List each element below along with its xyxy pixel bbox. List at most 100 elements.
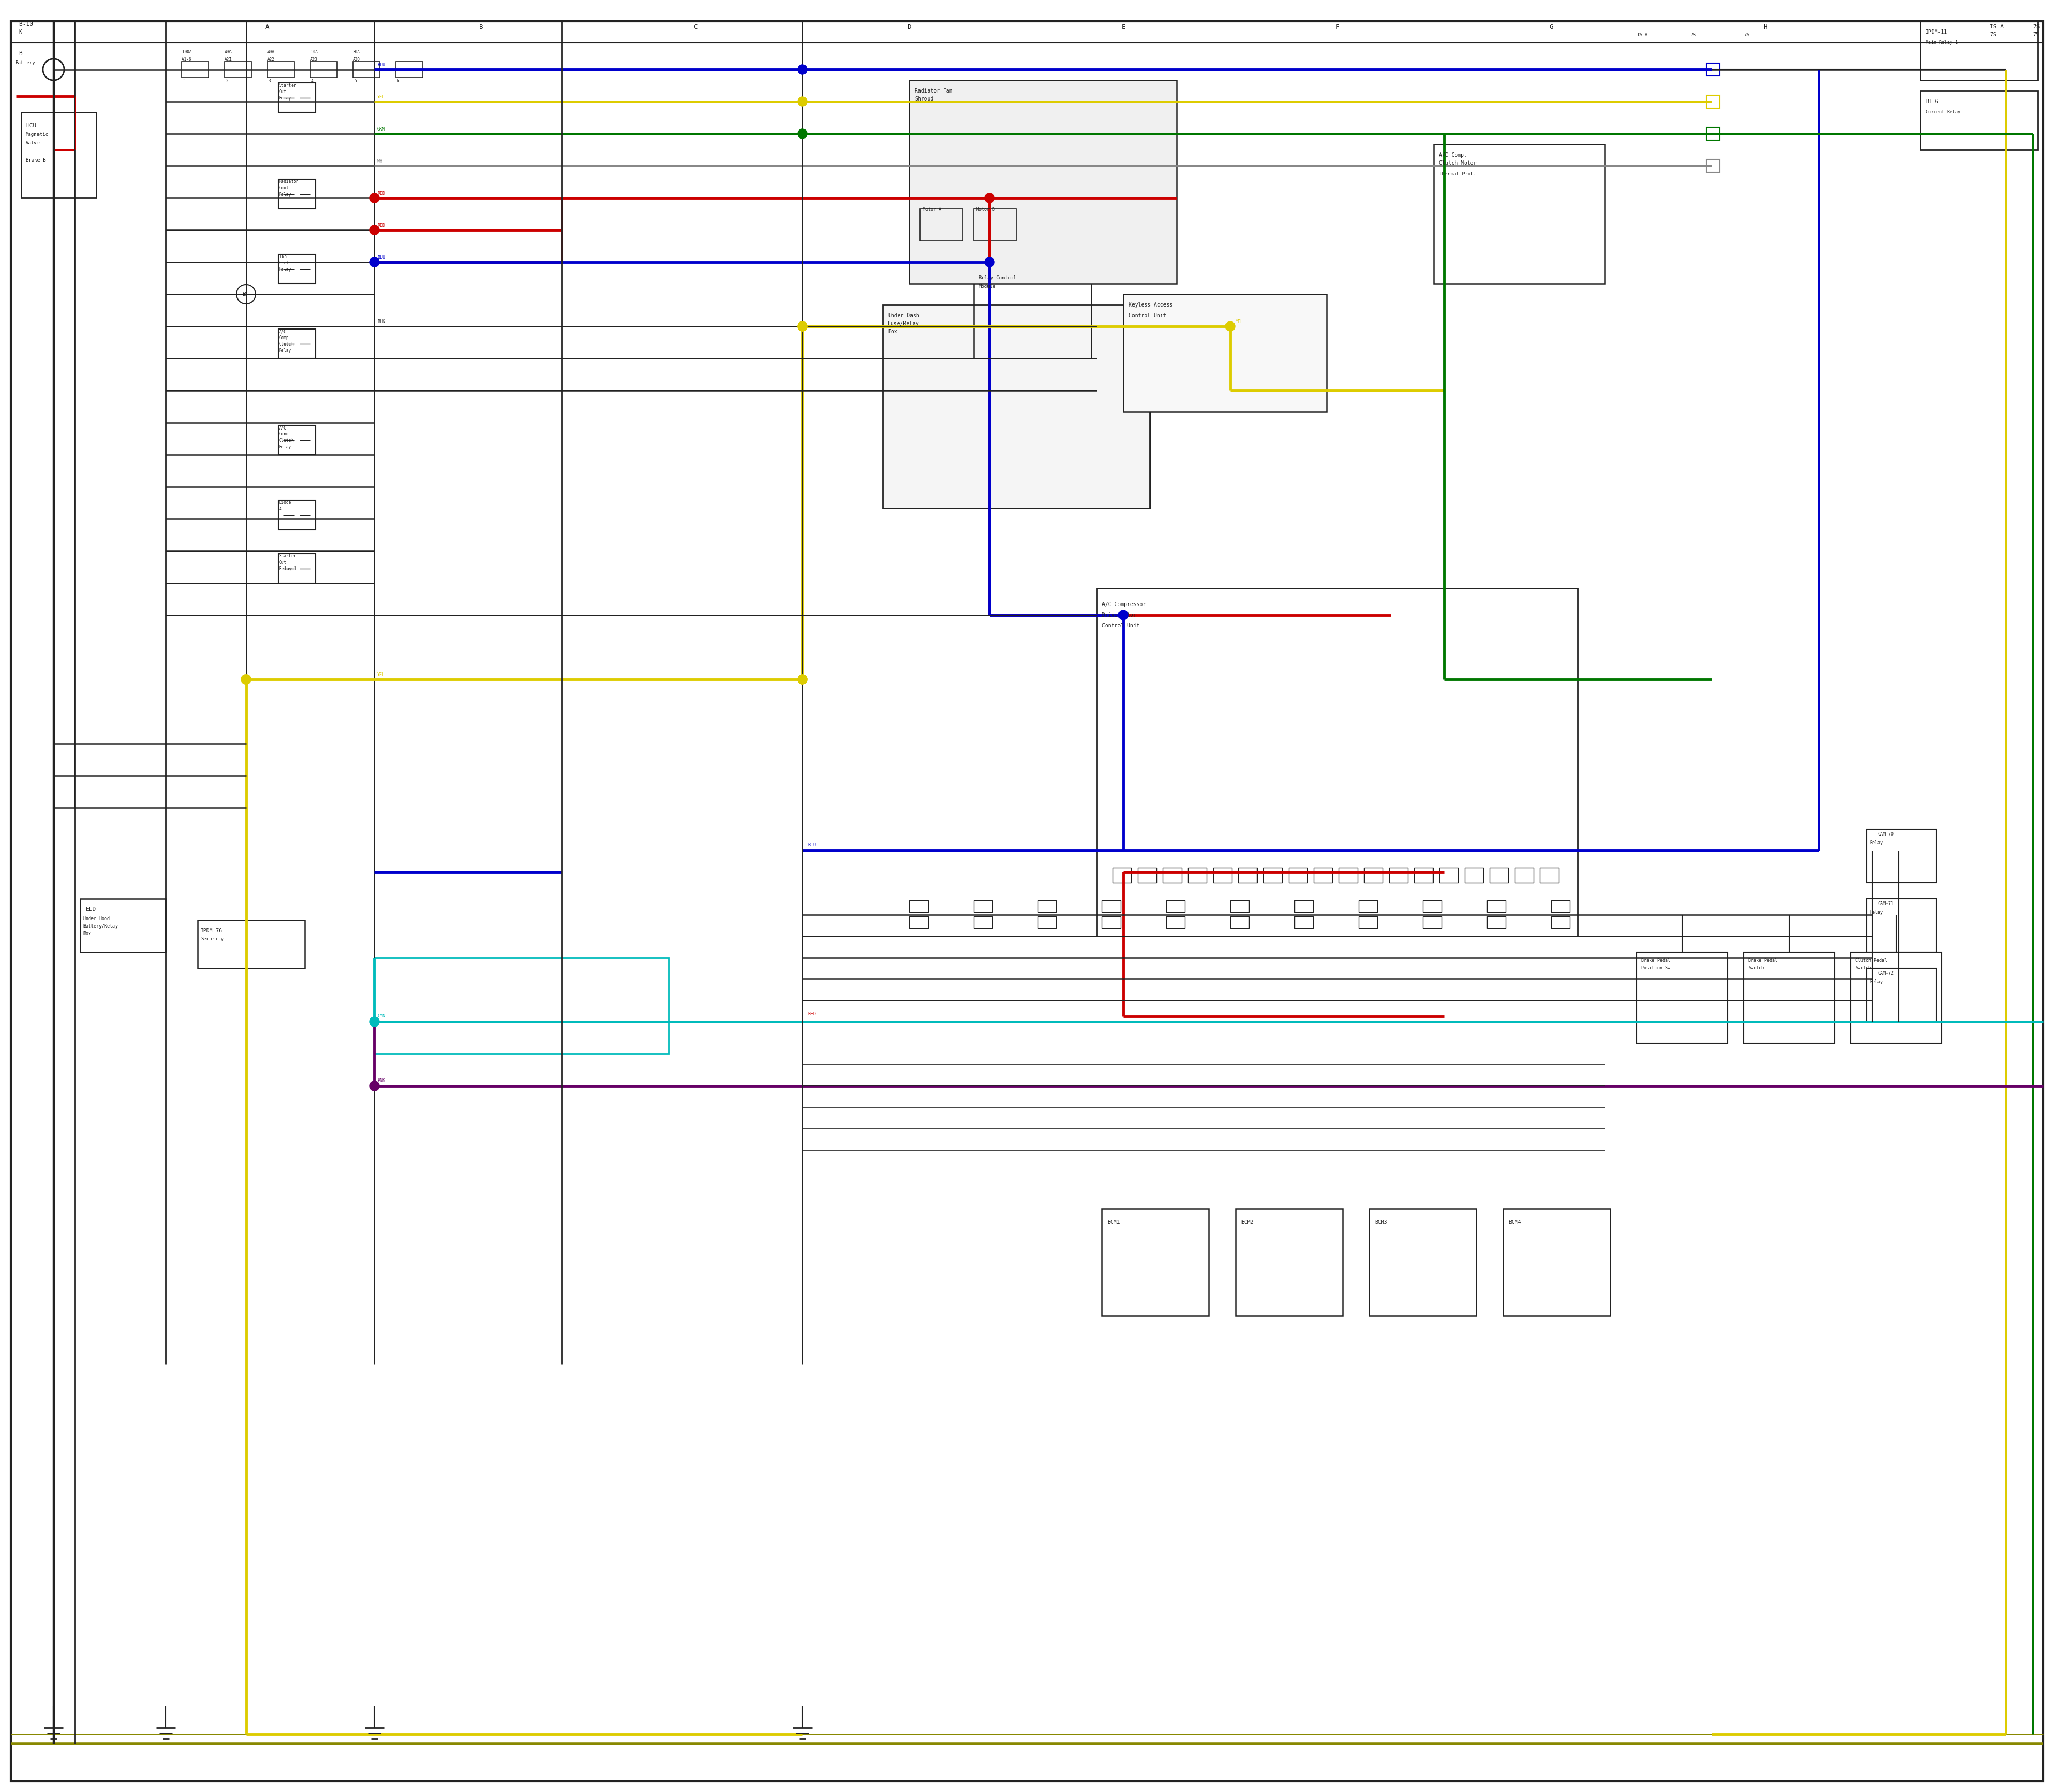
Bar [1423,916,1442,928]
Text: 3: 3 [269,79,271,84]
Text: Diode: Diode [279,500,292,505]
Text: Security: Security [201,937,224,941]
Text: Thermal Prot.: Thermal Prot. [1440,172,1477,176]
Bar [1239,867,1257,883]
Circle shape [797,97,807,106]
Circle shape [797,65,807,73]
Text: Brake Pedal: Brake Pedal [1641,957,1670,962]
Text: BCM2: BCM2 [1241,1220,1253,1226]
Bar [1487,916,1506,928]
Bar [1551,900,1569,912]
Text: B: B [479,23,483,30]
Text: 4: 4 [279,507,281,513]
Text: Keyless Access: Keyless Access [1128,303,1173,308]
Text: Relay: Relay [279,267,292,272]
Text: Cut: Cut [279,561,288,564]
Text: ELD: ELD [86,907,97,912]
Circle shape [240,674,251,685]
Bar [1867,898,1937,952]
Bar [1370,1210,1477,1315]
Bar [910,81,1177,283]
Bar [1037,916,1056,928]
Text: D: D [908,23,912,30]
Text: Position Sw.: Position Sw. [1641,966,1674,971]
Bar [1124,294,1327,412]
Circle shape [370,226,380,235]
Bar [277,82,316,113]
Text: 2: 2 [226,79,228,84]
Bar [974,916,992,928]
Text: A22: A22 [267,57,275,63]
Circle shape [797,129,807,138]
Bar [1097,588,1577,935]
Bar [277,554,316,582]
Bar [974,267,1091,358]
Bar [1101,900,1121,912]
Bar [1707,159,1719,172]
Bar [1744,952,1834,1043]
Text: CAM-70: CAM-70 [1877,831,1894,837]
Bar [1315,867,1333,883]
Text: 7S: 7S [2033,23,2040,29]
Text: 7S: 7S [1744,32,1750,38]
Bar [1707,127,1719,140]
Bar [1358,916,1378,928]
Bar [1294,900,1313,912]
Text: E: E [1121,23,1126,30]
Bar [1037,900,1056,912]
Text: Control Unit: Control Unit [1128,314,1167,319]
Text: Ctrl: Ctrl [279,262,290,265]
Text: Fan: Fan [279,254,288,260]
Text: C: C [694,23,698,30]
Text: 4: 4 [312,79,314,84]
Text: WHT: WHT [378,159,386,163]
Bar [1867,968,1937,1021]
Text: B: B [242,292,244,297]
Text: Valve: Valve [25,142,39,145]
Bar [1423,900,1442,912]
Text: A23: A23 [310,57,318,63]
Text: GRN: GRN [378,127,386,133]
Text: BLU: BLU [378,256,386,260]
Text: Clutch Motor: Clutch Motor [1440,161,1477,167]
Bar [1163,867,1181,883]
Text: IPDM-76: IPDM-76 [201,928,222,934]
Text: RED: RED [378,224,386,228]
Bar [1187,867,1208,883]
Text: Clutch Pedal: Clutch Pedal [1855,957,1888,962]
Text: Radiator Fan: Radiator Fan [914,88,953,93]
Text: BCM3: BCM3 [1374,1220,1386,1226]
Text: 40A: 40A [224,50,232,56]
Bar [883,305,1150,509]
Text: K: K [18,29,23,34]
Bar [277,254,316,283]
Bar [1440,867,1458,883]
Bar [974,208,1017,240]
Text: 6: 6 [396,79,398,84]
Text: Relay: Relay [279,192,292,197]
Text: HCU: HCU [25,124,37,129]
Text: 5: 5 [353,79,357,84]
Text: Relay: Relay [1869,910,1884,914]
Bar [974,900,992,912]
Text: 1: 1 [183,79,185,84]
Text: Relay Control: Relay Control [980,276,1017,281]
Circle shape [797,674,807,685]
Text: Comp: Comp [279,335,290,340]
Text: B-10: B-10 [18,22,33,27]
Text: F: F [1335,23,1339,30]
Text: 10A: 10A [310,50,318,56]
Text: Relay: Relay [1869,840,1884,844]
Circle shape [984,258,994,267]
Text: 75: 75 [2033,32,2040,38]
Text: RED: RED [807,1011,815,1016]
Text: Cut: Cut [279,90,288,95]
Circle shape [797,321,807,332]
Text: IPDM-11: IPDM-11 [1927,29,1947,34]
Bar [183,61,210,77]
Bar [1167,900,1185,912]
Bar [21,113,97,197]
Circle shape [370,1016,380,1027]
Text: Control Unit: Control Unit [1101,624,1140,629]
Bar [1339,867,1358,883]
